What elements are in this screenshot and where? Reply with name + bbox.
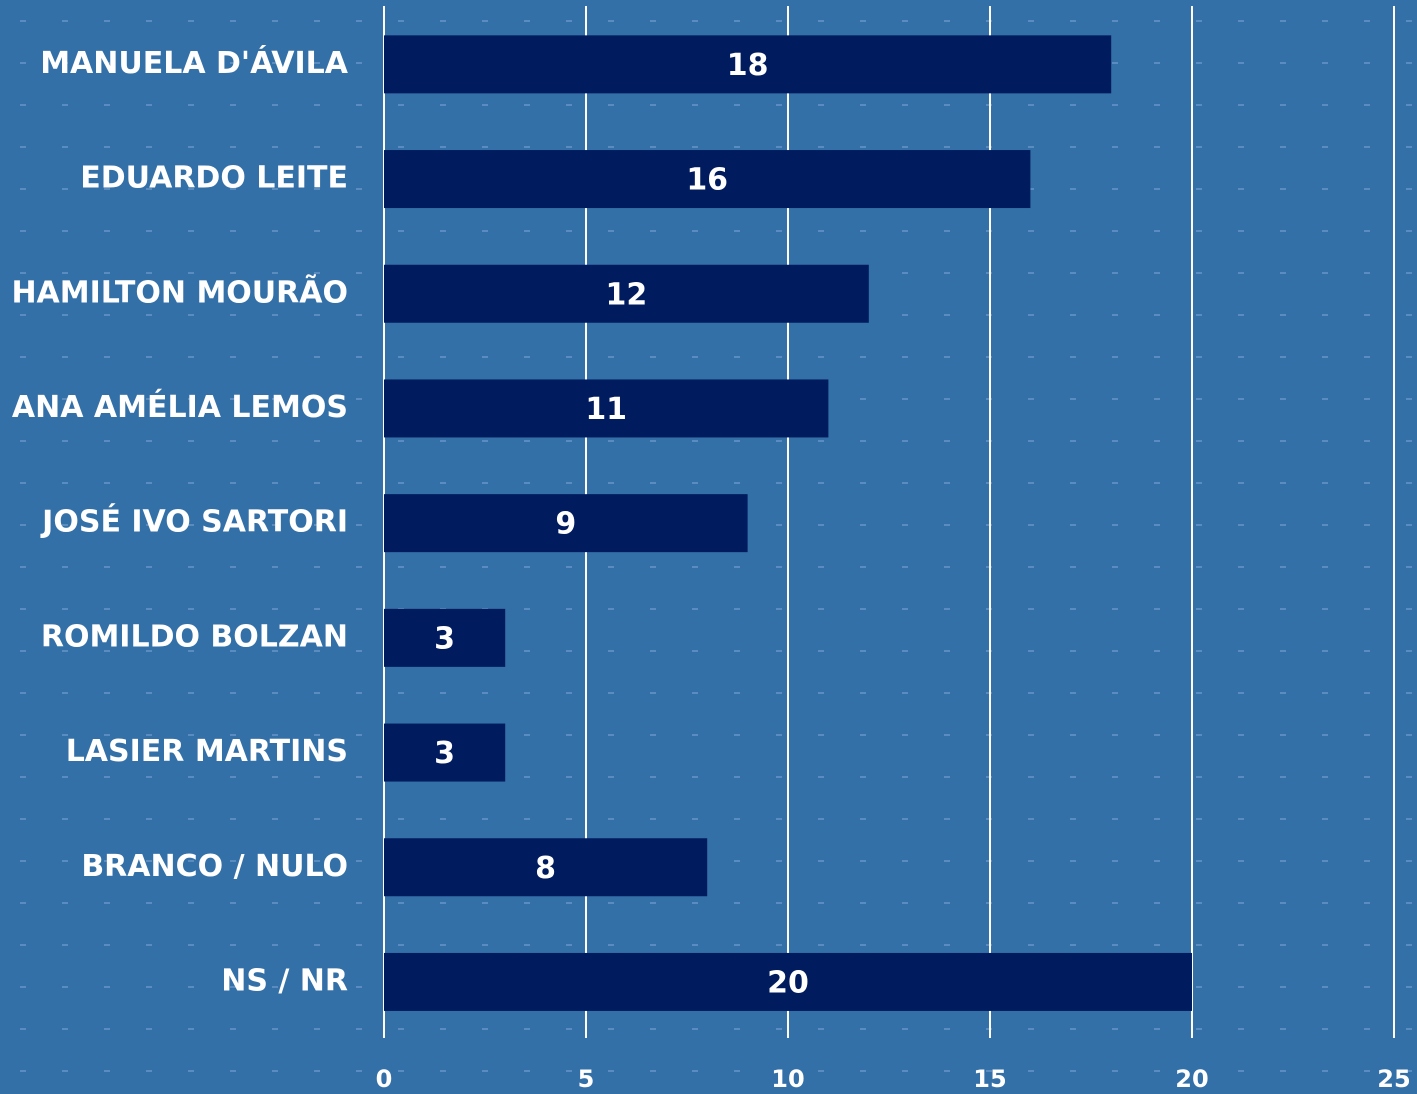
value-label: 3 <box>434 621 455 656</box>
value-label: 9 <box>555 507 576 542</box>
value-label: 3 <box>434 736 455 771</box>
y-tick-label: MANUELA D'ÁVILA <box>40 45 349 81</box>
value-label: 16 <box>686 163 728 198</box>
x-tick-label: 15 <box>973 1065 1006 1093</box>
y-tick-label: LASIER MARTINS <box>66 734 348 769</box>
y-tick-label: ANA AMÉLIA LEMOS <box>12 389 348 425</box>
value-label: 11 <box>585 392 627 427</box>
y-tick-label: HAMILTON MOURÃO <box>11 273 348 310</box>
bar <box>384 264 869 323</box>
value-label: 20 <box>767 965 809 1000</box>
bar <box>384 35 1112 94</box>
value-label: 18 <box>727 48 769 83</box>
value-label: 8 <box>535 851 556 886</box>
y-tick-label: EDUARDO LEITE <box>80 161 348 196</box>
bar <box>384 838 708 897</box>
bar <box>384 150 1031 209</box>
x-tick-label: 0 <box>376 1065 393 1093</box>
value-label: 12 <box>606 277 648 312</box>
bar <box>384 952 1192 1011</box>
y-tick-label: ROMILDO BOLZAN <box>41 619 348 654</box>
y-tick-label: BRANCO / NULO <box>81 849 348 884</box>
y-tick-label: JOSÉ IVO SARTORI <box>40 504 348 540</box>
y-tick-label: NS / NR <box>221 963 348 998</box>
bar <box>384 608 506 667</box>
bar <box>384 723 506 782</box>
bar <box>384 379 829 438</box>
x-tick-label: 20 <box>1175 1065 1208 1093</box>
x-tick-label: 25 <box>1377 1065 1410 1093</box>
bar <box>384 494 748 553</box>
x-tick-label: 5 <box>578 1065 595 1093</box>
x-tick-label: 10 <box>771 1065 804 1093</box>
